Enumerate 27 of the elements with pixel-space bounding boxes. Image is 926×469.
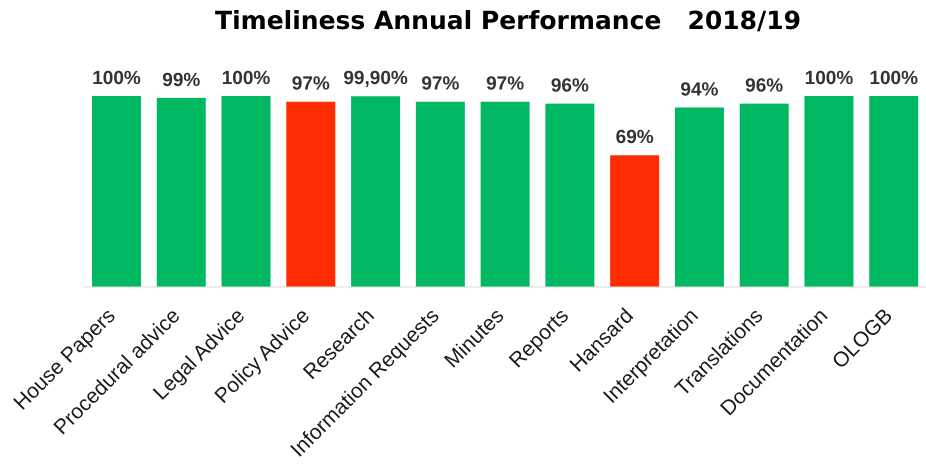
bar bbox=[869, 96, 918, 287]
data-label: 97% bbox=[292, 74, 330, 95]
bar bbox=[286, 102, 336, 287]
data-label: 97% bbox=[486, 74, 524, 95]
bar bbox=[351, 96, 400, 287]
data-label: 99% bbox=[162, 70, 200, 91]
data-label: 97% bbox=[421, 74, 460, 95]
bar bbox=[740, 104, 789, 287]
data-label: 100% bbox=[804, 68, 854, 89]
chart-title: Timeliness Annual Performance 2018/19 bbox=[214, 6, 802, 35]
bar bbox=[92, 96, 141, 287]
bar bbox=[480, 102, 530, 287]
bar bbox=[222, 96, 271, 287]
data-label: 69% bbox=[616, 127, 654, 148]
data-label: 100% bbox=[222, 68, 270, 89]
data-label: 96% bbox=[550, 76, 590, 97]
bar bbox=[804, 96, 854, 287]
bar bbox=[416, 102, 465, 287]
data-label: 94% bbox=[680, 79, 719, 100]
bar bbox=[156, 98, 206, 287]
bar bbox=[545, 104, 594, 287]
data-label: 100% bbox=[869, 68, 918, 89]
bar bbox=[610, 155, 660, 287]
data-label: 96% bbox=[745, 76, 784, 97]
data-label: 100% bbox=[92, 68, 141, 89]
bar bbox=[674, 107, 724, 287]
data-label: 99,90% bbox=[343, 68, 408, 90]
